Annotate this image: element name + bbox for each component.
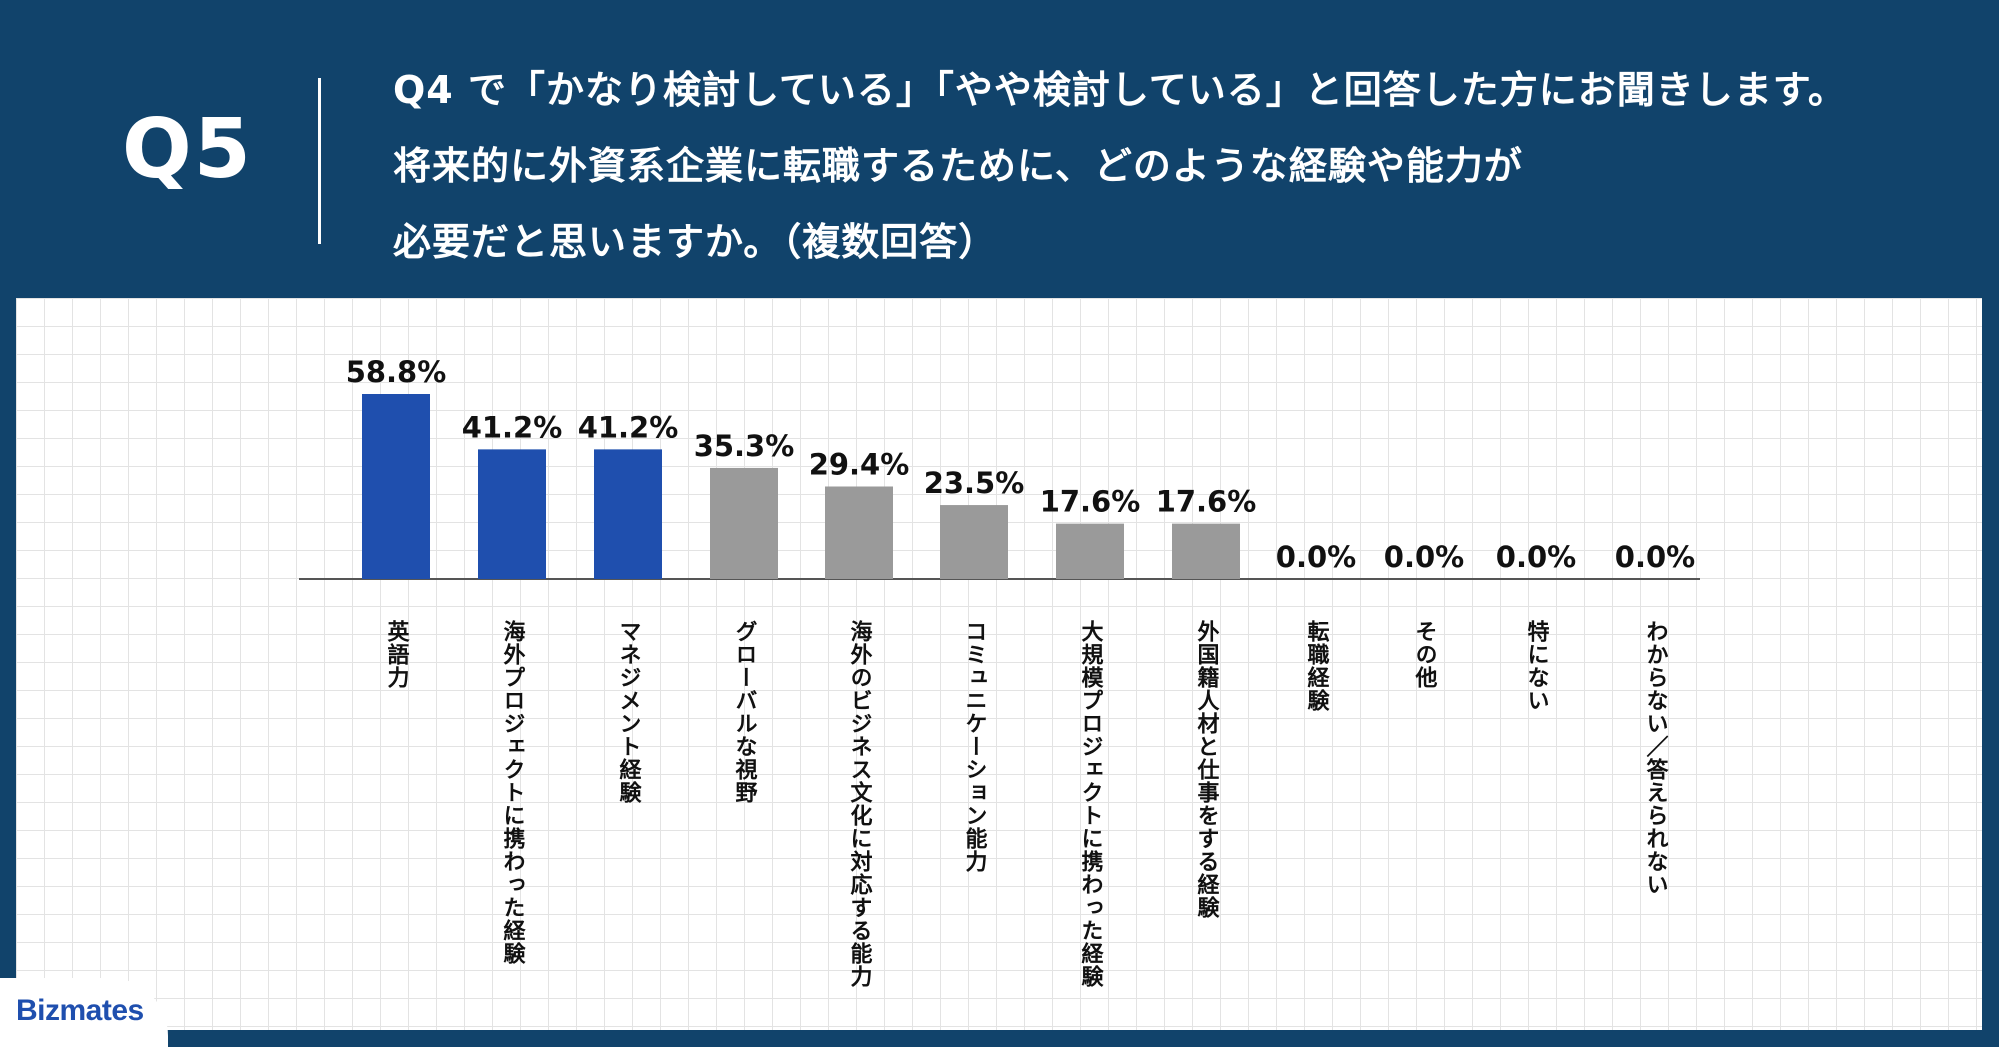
value-label: 35.3% bbox=[694, 429, 795, 463]
value-label: 41.2% bbox=[578, 410, 679, 444]
value-label: 29.4% bbox=[809, 448, 910, 482]
bar bbox=[594, 449, 662, 579]
bar bbox=[710, 467, 778, 579]
value-label: 0.0% bbox=[1496, 540, 1576, 574]
value-label: 58.8% bbox=[346, 355, 447, 389]
category-label: 英語力 bbox=[384, 620, 410, 689]
category-label: マネジメント経験 bbox=[616, 620, 642, 804]
question-line-1: Q4 で「かなり検討している」「やや検討している」と回答した方にお聞きします。 bbox=[393, 68, 1847, 112]
value-label: 0.0% bbox=[1384, 540, 1464, 574]
value-label: 0.0% bbox=[1276, 540, 1356, 574]
brand-logo: Bizmates bbox=[16, 994, 144, 1027]
category-label: 大規模プロジェクトに携わった経験 bbox=[1078, 620, 1104, 988]
value-label: 23.5% bbox=[924, 466, 1025, 500]
question-number: Q5 bbox=[122, 102, 253, 197]
category-label: 海外のビジネス文化に対応する能力 bbox=[847, 619, 873, 988]
category-label: コミュニケーション能力 bbox=[962, 620, 988, 873]
question-text: Q4 で「かなり検討している」「やや検討している」と回答した方にお聞きします。 … bbox=[393, 52, 1973, 280]
value-label: 41.2% bbox=[462, 410, 563, 444]
question-header: Q5 Q4 で「かなり検討している」「やや検討している」と回答した方にお聞きしま… bbox=[0, 0, 1999, 296]
category-label: その他 bbox=[1412, 620, 1439, 689]
bar bbox=[1172, 523, 1240, 579]
bar bbox=[825, 486, 893, 579]
category-label: 海外プロジェクトに携わった経験 bbox=[500, 619, 526, 965]
value-label: 17.6% bbox=[1040, 485, 1141, 519]
bar bbox=[940, 505, 1008, 579]
question-line-2: 将来的に外資系企業に転職するために、どのような経験や能力が bbox=[393, 144, 1523, 188]
brand-tab bbox=[0, 978, 168, 1047]
bar-chart: 58.8% 英語力 41.2% 海外プロジェクトに携わった経験 41.2% マネジメント経… bbox=[299, 355, 1700, 988]
question-line-3: 必要だと思いますか。（複数回答） bbox=[393, 220, 998, 264]
category-label: グローバルな視野 bbox=[732, 620, 758, 804]
bar bbox=[362, 394, 430, 579]
category-label: 転職経験 bbox=[1304, 619, 1330, 712]
header-divider bbox=[318, 78, 321, 244]
bar bbox=[478, 449, 546, 579]
category-label: 特にない bbox=[1524, 619, 1550, 712]
chart-panel: 58.8% 英語力 41.2% 海外プロジェクトに携わった経験 41.2% マネジメント経… bbox=[16, 298, 1982, 1030]
category-label: 外国籍人材と仕事をする経験 bbox=[1194, 619, 1221, 919]
value-label: 17.6% bbox=[1156, 485, 1257, 519]
category-label: わからない／答えられない bbox=[1643, 620, 1669, 896]
value-label: 0.0% bbox=[1615, 540, 1695, 574]
bar bbox=[1056, 523, 1124, 579]
